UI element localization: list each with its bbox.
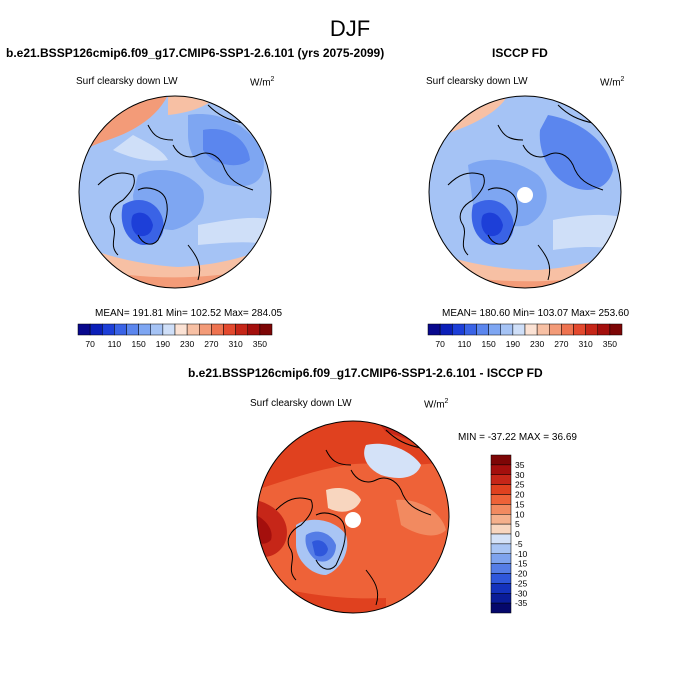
model-colorbar-box: [235, 323, 248, 336]
model-colorbar-tick-label: 310: [229, 339, 243, 349]
obs-colorbar-box: [524, 323, 538, 336]
obs-colorbar-box: [464, 323, 477, 336]
diff-colorbar-tick-label: -35: [515, 598, 528, 608]
obs-colorbar-tick-label: 350: [603, 339, 617, 349]
obs-colorbar-tick-label: 190: [506, 339, 520, 349]
diff-colorbar-box: [490, 514, 512, 525]
model-colorbar-box: [259, 323, 273, 336]
model-colorbar-tick-label: 230: [180, 339, 194, 349]
model-colorbar-tick-label: 150: [132, 339, 146, 349]
diff-colorbar-tick-label: -25: [515, 578, 528, 588]
obs-colorbar-tick-label: 110: [458, 339, 472, 349]
obs-colorbar-box: [609, 323, 623, 336]
diff-colorbar-box: [490, 533, 512, 545]
model-polar-map: [78, 95, 272, 289]
obs-colorbar-tick-label: 70: [435, 339, 445, 349]
model-units-label: W/m2: [250, 76, 275, 89]
diff-colorbar-tick-label: -20: [515, 569, 528, 579]
model-colorbar-tick-label: 350: [253, 339, 267, 349]
diff-colorbar-box: [490, 523, 512, 535]
diff-colorbar-tick-label: 5: [515, 519, 520, 529]
model-colorbar-tick-label: 110: [108, 339, 122, 349]
diff-colorbar-box: [490, 573, 512, 584]
model-colorbar-box: [89, 323, 103, 336]
model-variable-label: Surf clearsky down LW: [76, 76, 178, 87]
diff-colorbar-tick-label: 10: [515, 509, 525, 519]
model-colorbar-box: [150, 323, 164, 336]
diff-colorbar-tick-label: -5: [515, 539, 523, 549]
model-stats: MEAN= 191.81 Min= 102.52 Max= 284.05: [95, 308, 283, 319]
diff-colorbar-tick-label: 25: [515, 480, 525, 490]
model-colorbar-tick-label: 190: [156, 339, 170, 349]
model-colorbar-box: [211, 323, 224, 336]
obs-colorbar-box: [573, 323, 586, 336]
model-colorbar-tick-label: 70: [85, 339, 95, 349]
diff-colorbar-box: [490, 494, 512, 505]
model-colorbar-box: [126, 323, 139, 336]
obs-colorbar-box: [488, 323, 501, 336]
obs-colorbar-box: [597, 323, 611, 336]
model-colorbar-box: [199, 323, 212, 336]
obs-colorbar-tick-label: 270: [554, 339, 568, 349]
obs-polar-map: [428, 95, 622, 289]
diff-colorbar-box: [490, 543, 512, 554]
model-panel-title: b.e21.BSSP126cmip6.f09_g17.CMIP6-SSP1-2.…: [6, 46, 385, 60]
diff-colorbar-tick-label: -15: [515, 559, 528, 569]
obs-variable-label: Surf clearsky down LW: [426, 76, 528, 87]
model-colorbar: 70 110 150 190 230 270 310 350: [77, 323, 273, 349]
diff-colorbar-tick-label: 35: [515, 460, 525, 470]
model-colorbar-box: [223, 323, 236, 336]
diff-colorbar-tick-label: -10: [515, 549, 528, 559]
model-colorbar-box: [138, 323, 151, 336]
obs-colorbar-box: [452, 323, 465, 336]
obs-colorbar-box: [536, 323, 550, 336]
obs-stats: MEAN= 180.60 Min= 103.07 Max= 253.60: [442, 308, 630, 319]
obs-colorbar-tick-label: 230: [530, 339, 544, 349]
diff-colorbar-box: [490, 484, 512, 495]
diff-colorbar-box: [490, 454, 512, 466]
obs-colorbar-box: [476, 323, 489, 336]
model-colorbar-box: [114, 323, 127, 336]
obs-colorbar-box: [500, 323, 514, 336]
diff-stats: MIN = -37.22 MAX = 36.69: [458, 432, 577, 443]
diff-colorbar-tick-label: 20: [515, 490, 525, 500]
diff-colorbar-box: [490, 474, 512, 485]
diff-panel-title: b.e21.BSSP126cmip6.f09_g17.CMIP6-SSP1-2.…: [188, 366, 543, 380]
model-colorbar-box: [77, 323, 91, 336]
diff-colorbar-tick-label: 30: [515, 470, 525, 480]
diff-units-label: W/m2: [424, 398, 449, 411]
diff-colorbar-box: [490, 602, 512, 614]
diff-colorbar-box: [490, 583, 512, 594]
obs-units-label: W/m2: [600, 76, 625, 89]
obs-colorbar-box: [585, 323, 598, 336]
diff-colorbar-tick-label: 15: [515, 499, 525, 509]
obs-colorbar-box: [561, 323, 574, 336]
model-colorbar-tick-label: 270: [204, 339, 218, 349]
obs-colorbar-box: [512, 323, 526, 336]
diff-colorbar-box: [490, 464, 512, 475]
obs-colorbar: 70 110 150 190 230 270 310 350: [427, 323, 623, 349]
diff-colorbar-tick-label: -30: [515, 588, 528, 598]
model-colorbar-box: [186, 323, 200, 336]
model-colorbar-box: [174, 323, 188, 336]
diff-colorbar-box: [490, 563, 512, 574]
diff-colorbar-tick-label: 0: [515, 529, 520, 539]
model-colorbar-box: [247, 323, 261, 336]
obs-panel-title: ISCCP FD: [492, 46, 548, 60]
obs-colorbar-box: [439, 323, 453, 336]
obs-colorbar-tick-label: 150: [482, 339, 496, 349]
model-colorbar-box: [162, 323, 176, 336]
diff-polar-map: [256, 420, 450, 614]
obs-colorbar-box: [427, 323, 441, 336]
figure-title: DJF: [329, 16, 371, 41]
diff-colorbar-box: [490, 504, 512, 515]
obs-colorbar-tick-label: 310: [579, 339, 593, 349]
diff-colorbar-box: [490, 553, 512, 564]
diff-variable-label: Surf clearsky down LW: [250, 398, 352, 409]
diff-colorbar-box: [490, 593, 512, 604]
obs-colorbar-box: [549, 323, 562, 336]
model-colorbar-box: [102, 323, 115, 336]
